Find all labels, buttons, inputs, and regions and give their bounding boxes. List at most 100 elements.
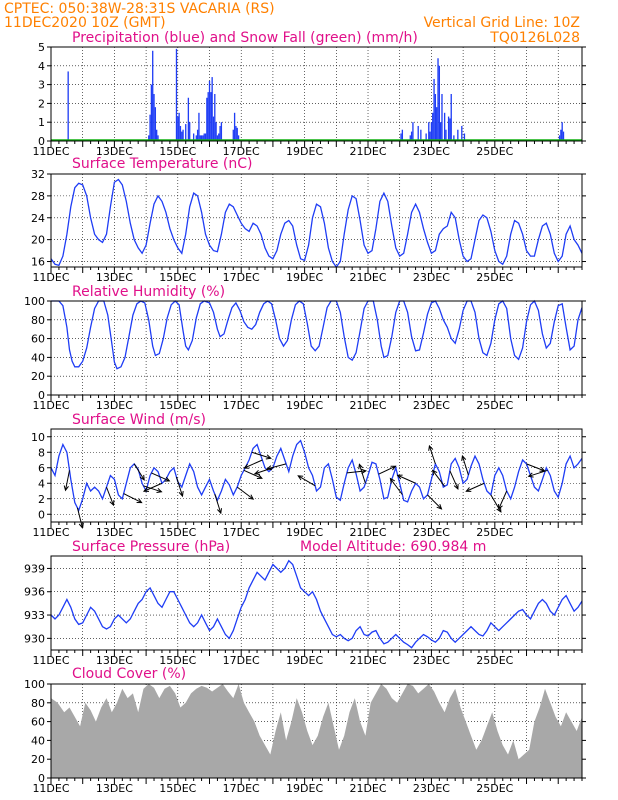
wind-vector <box>265 463 287 471</box>
wind-vector-head <box>396 474 403 480</box>
precip-bar <box>434 94 437 141</box>
wind-vector-shaft <box>143 485 162 493</box>
y-tick-label: 24 <box>31 212 45 225</box>
x-tick-label: 17DEC <box>223 782 260 795</box>
wind-vector-shaft <box>378 465 396 475</box>
y-tick-label: 40 <box>31 351 45 364</box>
precip-bar <box>148 135 150 141</box>
panel-title: Surface Pressure (hPa) <box>72 539 230 555</box>
wind-vector <box>378 465 397 475</box>
wind-vector <box>123 493 143 504</box>
x-tick-label: 13DEC <box>96 399 133 412</box>
wind-vector <box>346 468 368 475</box>
panel-title: Cloud Cover (%) <box>72 666 186 682</box>
wind-vector-head <box>390 465 397 471</box>
wind-vector-head <box>436 504 443 510</box>
precip-bar <box>200 135 203 141</box>
panel-frame <box>50 683 583 779</box>
precip-bar <box>410 131 413 141</box>
precip-bar <box>192 133 195 141</box>
x-tick-label: 17DEC <box>223 526 260 539</box>
model-altitude-label: Model Altitude: 690.984 m <box>300 539 486 555</box>
wind-vector-head <box>253 469 260 475</box>
y-tick-label: 5 <box>38 41 45 54</box>
wind-vector-shaft <box>214 493 222 514</box>
wind-vector-head <box>243 463 250 469</box>
wind-vector-shaft <box>358 464 366 484</box>
precip-bar <box>214 94 216 141</box>
y-tick-label: 20 <box>31 753 45 766</box>
wind-vector-head <box>217 508 222 515</box>
precip-bar <box>156 129 158 141</box>
x-tick-label: 13DEC <box>96 782 133 795</box>
precip-bar <box>195 135 197 141</box>
wind-vector <box>358 463 366 484</box>
x-tick-label: 23DEC <box>413 271 450 284</box>
x-tick-label: 13DEC <box>96 145 133 158</box>
wind-vector <box>428 444 436 465</box>
x-tick-label: 21DEC <box>349 526 386 539</box>
wind-vector-shaft <box>297 475 316 487</box>
precip-bar <box>202 135 204 141</box>
x-tick-label: 21DEC <box>349 782 386 795</box>
wind-vector-shaft <box>254 467 274 475</box>
wind-vector <box>461 454 469 476</box>
precip-bar <box>560 129 562 141</box>
y-tick-label: 80 <box>31 314 45 327</box>
panel-rh: 0 20 40 60 80 100 11DEC 13DEC 15DEC 17DEC 19DEC 21D… <box>24 284 586 412</box>
wind-vector <box>176 476 184 498</box>
panel-temp: 16 20 24 28 32 11DEC 13DEC 15DEC 17DEC 19DEC 21DEC… <box>31 156 586 284</box>
wind-vector-shaft <box>449 470 459 490</box>
precip-bar <box>441 94 443 141</box>
precip-bar <box>178 112 180 141</box>
panel-frame <box>50 555 583 651</box>
x-tick-label: 23DEC <box>413 526 450 539</box>
y-tick-label: 3 <box>38 79 45 92</box>
wind-vector-shaft <box>143 482 163 492</box>
y-tick-label: 930 <box>24 632 45 645</box>
y-tick-label: 10 <box>31 431 45 444</box>
precip-bar <box>463 133 466 141</box>
precip-bar <box>449 118 451 141</box>
x-tick-label: 25DEC <box>476 654 513 667</box>
x-tick-label: 23DEC <box>413 654 450 667</box>
wind-vector-head <box>248 494 255 500</box>
y-tick-label: 6 <box>38 462 45 475</box>
x-tick-label: 15DEC <box>159 526 196 539</box>
y-tick-label: 936 <box>24 586 45 599</box>
wind-vector-head <box>265 465 273 471</box>
panel-title: Relative Humidity (%) <box>72 284 225 300</box>
precip-bar <box>425 133 427 141</box>
wind-vector-shaft <box>526 463 545 472</box>
x-tick-label: 17DEC <box>223 271 260 284</box>
wind-vector <box>63 470 70 492</box>
y-tick-label: 2 <box>38 97 45 110</box>
wind-vector-shaft <box>251 451 271 459</box>
precip-bar <box>443 112 446 141</box>
press-line <box>50 559 583 649</box>
wind-vector-head <box>361 468 368 475</box>
panel-title: Surface Wind (m/s) <box>72 412 206 428</box>
precip-bar <box>558 135 561 141</box>
panel-press: 930 933 936 939 11DEC 13DEC 15DEC 17DEC 19DEC 21D… <box>24 539 586 667</box>
wind-vector-head <box>431 469 438 476</box>
panel-frame <box>50 46 583 142</box>
precip-bar <box>175 48 178 141</box>
y-tick-label: 939 <box>24 562 45 575</box>
x-tick-label: 25DEC <box>476 526 513 539</box>
precip-bar <box>457 129 459 141</box>
precip-bar <box>150 84 153 141</box>
wind-vector-head <box>265 454 272 460</box>
wind-vector-shaft <box>133 463 145 481</box>
precip-bar <box>149 114 151 141</box>
precip-bar <box>210 92 212 141</box>
precip-bar <box>179 125 182 141</box>
x-tick-label: 11DEC <box>32 654 69 667</box>
wind-vector-head <box>358 463 364 470</box>
wind-vector <box>214 493 222 515</box>
precip-bar <box>235 125 237 141</box>
x-tick-label: 19DEC <box>286 271 323 284</box>
wind-vector-shaft <box>432 470 446 487</box>
wind-vector-shaft <box>389 478 403 495</box>
precip-bar <box>436 107 438 141</box>
